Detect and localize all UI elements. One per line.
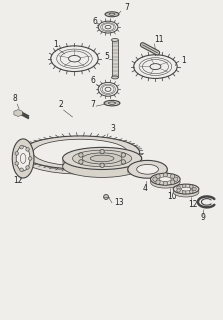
Ellipse shape (159, 177, 171, 181)
Text: 12: 12 (13, 176, 23, 185)
Circle shape (190, 190, 193, 193)
Circle shape (15, 152, 19, 155)
Ellipse shape (63, 155, 142, 177)
Ellipse shape (151, 176, 180, 188)
Circle shape (121, 160, 126, 164)
Circle shape (79, 160, 83, 164)
Ellipse shape (105, 12, 119, 17)
Circle shape (170, 180, 175, 184)
Ellipse shape (137, 164, 158, 174)
Circle shape (177, 189, 180, 192)
Circle shape (156, 180, 160, 184)
Text: 3: 3 (110, 124, 115, 133)
Text: 9: 9 (201, 213, 206, 222)
Circle shape (26, 148, 29, 151)
Circle shape (15, 162, 19, 165)
Ellipse shape (151, 173, 180, 185)
Text: 7: 7 (90, 100, 95, 109)
Text: 6: 6 (92, 17, 97, 26)
Ellipse shape (33, 139, 128, 166)
Ellipse shape (181, 187, 191, 191)
Text: 2: 2 (59, 100, 63, 109)
Text: 13: 13 (114, 198, 124, 207)
Ellipse shape (21, 141, 140, 174)
Ellipse shape (128, 160, 167, 178)
Circle shape (156, 174, 160, 179)
Circle shape (170, 174, 175, 179)
Circle shape (177, 186, 180, 189)
Bar (112, 40, 118, 77)
Polygon shape (14, 109, 23, 116)
Text: 12: 12 (188, 200, 198, 209)
Circle shape (104, 195, 109, 199)
Ellipse shape (12, 139, 34, 178)
Text: 1: 1 (53, 40, 58, 49)
Ellipse shape (112, 76, 118, 79)
Circle shape (121, 153, 126, 157)
Circle shape (100, 163, 104, 167)
Ellipse shape (173, 187, 199, 197)
Ellipse shape (112, 38, 118, 41)
Text: 6: 6 (90, 76, 95, 85)
Ellipse shape (16, 146, 30, 171)
Circle shape (193, 187, 196, 191)
Ellipse shape (109, 13, 115, 15)
Ellipse shape (20, 154, 26, 164)
Circle shape (163, 173, 167, 177)
Circle shape (26, 166, 29, 169)
Text: 4: 4 (142, 184, 147, 193)
Circle shape (182, 190, 186, 194)
Ellipse shape (104, 100, 120, 106)
Circle shape (190, 185, 193, 188)
Ellipse shape (63, 148, 142, 170)
Circle shape (20, 168, 23, 172)
Ellipse shape (21, 136, 140, 169)
Ellipse shape (173, 184, 199, 194)
Text: 8: 8 (12, 94, 17, 103)
Circle shape (29, 157, 32, 160)
Ellipse shape (82, 153, 122, 164)
Circle shape (163, 181, 167, 186)
Text: 10: 10 (167, 192, 177, 201)
Text: 5: 5 (104, 52, 109, 61)
Circle shape (173, 177, 178, 181)
Circle shape (100, 149, 104, 154)
Circle shape (79, 153, 83, 157)
Circle shape (153, 177, 157, 181)
Ellipse shape (90, 155, 114, 162)
Text: 7: 7 (124, 3, 129, 12)
Circle shape (182, 184, 186, 188)
Ellipse shape (72, 150, 132, 167)
Ellipse shape (109, 102, 116, 104)
Text: 1: 1 (181, 56, 186, 65)
Text: 11: 11 (155, 35, 164, 44)
Ellipse shape (33, 144, 128, 171)
Circle shape (20, 145, 23, 149)
